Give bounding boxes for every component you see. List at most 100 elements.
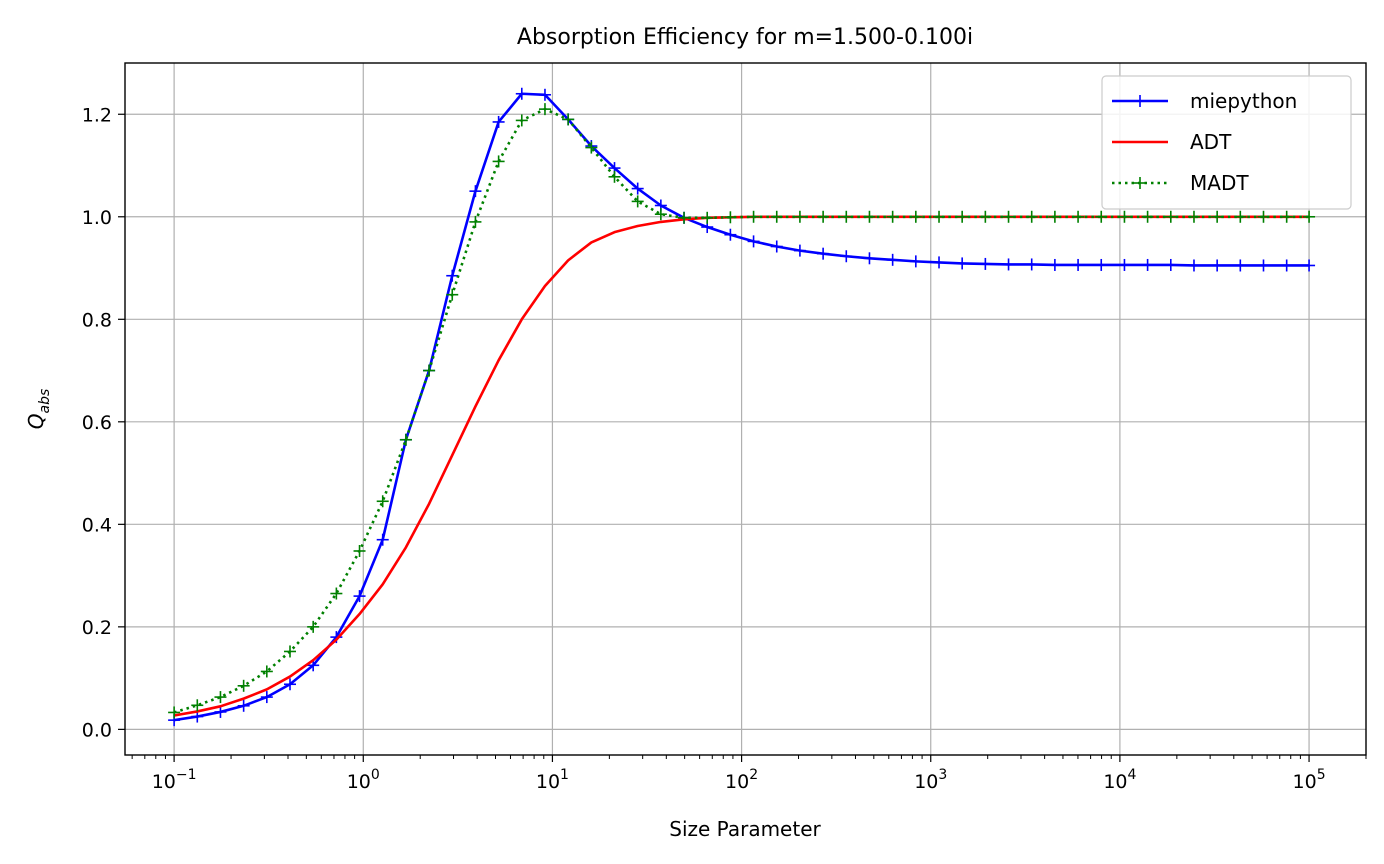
data-point-madt (562, 113, 575, 126)
legend-entry-miepython: miepython (1112, 89, 1297, 113)
data-point-madt (214, 691, 227, 704)
data-point-madt (817, 210, 830, 223)
y-axis-label: Qabs (24, 389, 53, 430)
data-point-madt (1002, 210, 1015, 223)
data-point-madt (793, 210, 806, 223)
data-point-madt (330, 587, 343, 600)
data-point-madt (933, 210, 946, 223)
data-point-miepython (863, 252, 876, 265)
y-tick-label: 1.0 (82, 207, 112, 229)
x-axis-ticks: 10−1 100 101 102 103 104 105 (152, 755, 1326, 793)
chart-title: Absorption Efficiency for m=1.500-0.100i (517, 25, 973, 50)
data-point-miepython (631, 182, 644, 195)
data-point-miepython (1187, 259, 1200, 272)
data-point-madt (1211, 210, 1224, 223)
data-point-miepython (933, 256, 946, 269)
data-point-miepython (1141, 258, 1154, 271)
data-point-madt (654, 208, 667, 221)
y-tick-label: 0.8 (82, 309, 112, 331)
data-point-miepython (1048, 258, 1061, 271)
data-point-madt (678, 211, 691, 224)
legend-label-madt: MADT (1190, 171, 1249, 195)
data-point-miepython (770, 240, 783, 253)
data-point-miepython (538, 88, 551, 101)
y-tick-label: 1.2 (82, 104, 112, 126)
data-point-miepython (1211, 259, 1224, 272)
data-point-madt (399, 433, 412, 446)
x-tick-label: 10−1 (152, 767, 197, 793)
legend-entry-madt: MADT (1112, 171, 1249, 195)
y-axis-label-subscript: abs (37, 389, 53, 414)
y-axis-ticks: 0.0 0.2 0.4 0.6 0.8 1.0 1.2 (82, 104, 125, 741)
data-point-madt (1257, 210, 1270, 223)
y-axis-label-group: Qabs (24, 389, 53, 430)
data-point-miepython (1303, 259, 1316, 272)
data-point-madt (1234, 210, 1247, 223)
data-point-madt (608, 170, 621, 183)
legend-box (1101, 75, 1352, 210)
data-point-madt (770, 210, 783, 223)
y-axis-label-symbol: Q (24, 414, 48, 430)
series-lines (168, 87, 1316, 727)
data-point-madt (307, 620, 320, 633)
data-point-miepython (376, 533, 389, 546)
data-point-miepython (840, 250, 853, 263)
data-point-miepython (1025, 258, 1038, 271)
data-point-madt (191, 699, 204, 712)
data-point-madt (1164, 210, 1177, 223)
data-point-madt (260, 665, 273, 678)
data-point-madt (1303, 210, 1316, 223)
data-point-miepython (515, 87, 528, 100)
data-point-madt (747, 210, 760, 223)
x-tick-label: 102 (725, 767, 758, 793)
data-point-madt (840, 210, 853, 223)
x-tick-label: 101 (536, 767, 569, 793)
data-point-madt (168, 706, 181, 719)
data-point-madt (585, 141, 598, 154)
data-point-madt (1141, 210, 1154, 223)
data-point-madt (1048, 210, 1061, 223)
data-point-miepython (1118, 258, 1131, 271)
series-madt (168, 103, 1316, 719)
data-point-madt (423, 364, 436, 377)
data-point-miepython (1164, 258, 1177, 271)
y-tick-label: 0.6 (82, 412, 112, 434)
data-point-miepython (1095, 258, 1108, 271)
data-point-miepython (260, 691, 273, 704)
y-tick-label: 0.2 (82, 617, 112, 639)
data-point-miepython (1072, 258, 1085, 271)
data-point-miepython (886, 253, 899, 266)
data-point-madt (1095, 210, 1108, 223)
data-point-miepython (284, 678, 297, 691)
legend-marker-miepython (1134, 95, 1146, 107)
data-point-madt (724, 211, 737, 224)
data-point-madt (631, 195, 644, 208)
data-point-madt (376, 495, 389, 508)
data-point-miepython (979, 257, 992, 270)
data-point-miepython (214, 705, 227, 718)
x-axis-label: Size Parameter (669, 817, 821, 841)
data-point-miepython (793, 244, 806, 257)
data-point-madt (237, 679, 250, 692)
data-point-madt (1118, 210, 1131, 223)
data-point-miepython (446, 269, 459, 282)
data-point-miepython (237, 699, 250, 712)
data-point-madt (956, 210, 969, 223)
legend-entry-adt: ADT (1112, 130, 1232, 154)
data-point-madt (863, 210, 876, 223)
data-point-madt (353, 544, 366, 557)
data-point-miepython (1002, 258, 1015, 271)
series-line-madt (173, 107, 1310, 714)
data-point-miepython (956, 257, 969, 270)
x-tick-label: 103 (914, 767, 947, 793)
legend-label-adt: ADT (1190, 130, 1232, 154)
x-tick-label: 105 (1293, 767, 1326, 793)
data-point-madt (886, 210, 899, 223)
y-tick-label: 0.4 (82, 514, 112, 536)
data-point-madt (1072, 210, 1085, 223)
data-point-miepython (724, 228, 737, 241)
data-point-miepython (817, 247, 830, 260)
data-point-miepython (909, 255, 922, 268)
data-point-miepython (469, 185, 482, 198)
